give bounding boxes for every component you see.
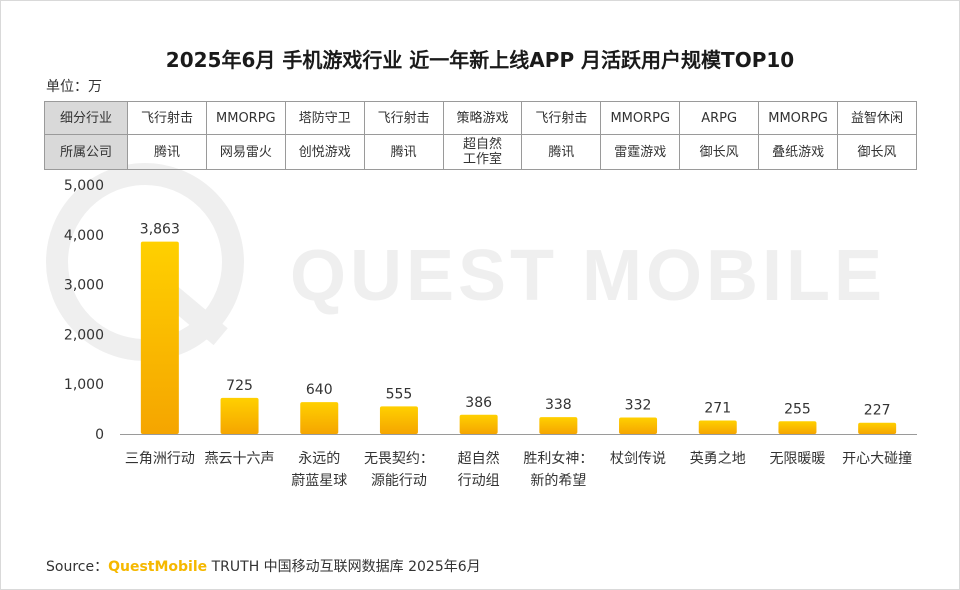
x-tick-label: 燕云十六声 — [204, 451, 275, 467]
bar — [459, 414, 498, 434]
source-line: Source：QuestMobile TRUTH 中国移动互联网数据库 2025… — [46, 556, 481, 576]
x-tick-label: 三角洲行动 — [124, 451, 195, 467]
chart-title: 2025年6月 手机游戏行业 近一年新上线APP 月活跃用户规模TOP10 — [165, 48, 795, 72]
bar — [539, 417, 578, 434]
industry-cell: MMORPG — [758, 101, 839, 135]
x-tick-label: 开心大碰撞 — [842, 451, 913, 467]
y-tick-label: 0 — [95, 427, 104, 443]
company-row: 所属公司 腾讯 网易雷火 创悦游戏 腾讯 超自然 工作室 腾讯 雷霆游戏 御长风 叠纸游戏 御长风 — [44, 134, 917, 170]
company-cell: 腾讯 — [363, 134, 444, 170]
y-tick-label: 5,000 — [64, 178, 104, 194]
industry-cell: 塔防守卫 — [284, 101, 365, 135]
unit-label: 单位：万 — [46, 79, 102, 95]
bar-value-label: 555 — [386, 386, 413, 402]
source-brand: QuestMobile — [108, 559, 208, 575]
bar — [858, 422, 897, 434]
bar — [220, 397, 259, 434]
watermark-text: QUEST MOBILE — [290, 236, 886, 316]
bar-value-label: 255 — [784, 401, 811, 417]
industry-row: 细分行业 飞行射击 MMORPG 塔防守卫 飞行射击 策略游戏 飞行射击 MMORPG ARP… — [44, 101, 917, 135]
bar — [698, 420, 737, 434]
industry-cell: MMORPG — [205, 101, 286, 135]
y-tick-label: 4,000 — [64, 228, 104, 244]
bar-value-label: 3,863 — [140, 222, 180, 238]
company-cell: 网易雷火 — [205, 134, 286, 170]
industry-cell: 飞行射击 — [521, 101, 602, 135]
industry-header: 细分行业 — [44, 101, 128, 135]
bar-value-label: 725 — [226, 378, 253, 394]
x-tick-label: 永远的 蔚蓝星球 — [291, 451, 348, 489]
bar-value-label: 338 — [545, 397, 572, 413]
bar — [379, 406, 418, 434]
company-cell: 御长风 — [679, 134, 760, 170]
y-tick-label: 3,000 — [64, 278, 104, 294]
company-cell: 腾讯 — [127, 134, 207, 170]
company-cell: 腾讯 — [521, 134, 602, 170]
industry-cell: 飞行射击 — [127, 101, 207, 135]
company-header: 所属公司 — [44, 134, 128, 170]
bar — [300, 402, 339, 434]
bar — [778, 421, 817, 434]
x-tick-label: 胜利女神： 新的希望 — [523, 451, 594, 489]
industry-cell: 益智休闲 — [837, 101, 917, 135]
x-tick-label: 无畏契约： 源能行动 — [363, 451, 434, 489]
bar-value-label: 640 — [306, 382, 333, 398]
x-tick-label: 超自然 行动组 — [457, 451, 500, 489]
x-tick-label: 英勇之地 — [689, 451, 746, 467]
industry-cell: MMORPG — [600, 101, 681, 135]
source-rest: TRUTH 中国移动互联网数据库 2025年6月 — [211, 559, 481, 575]
bar — [619, 417, 658, 434]
y-tick-label: 1,000 — [64, 377, 104, 393]
y-tick-label: 2,000 — [64, 327, 104, 343]
bar — [140, 241, 179, 434]
company-cell: 御长风 — [837, 134, 917, 170]
bar-value-label: 271 — [704, 401, 731, 417]
x-tick-label: 无限暖暖 — [769, 451, 826, 467]
company-cell: 叠纸游戏 — [758, 134, 839, 170]
info-table: 细分行业 飞行射击 MMORPG 塔防守卫 飞行射击 策略游戏 飞行射击 MMORPG ARP… — [44, 101, 917, 170]
bar-value-label: 227 — [864, 403, 891, 419]
company-cell: 创悦游戏 — [284, 134, 365, 170]
company-cell: 超自然 工作室 — [442, 134, 523, 170]
source-prefix: Source： — [46, 559, 109, 575]
company-cell: 雷霆游戏 — [600, 134, 681, 170]
bar-value-label: 386 — [465, 395, 492, 411]
x-tick-label: 杖剑传说 — [610, 451, 667, 467]
bar-value-label: 332 — [625, 397, 652, 413]
